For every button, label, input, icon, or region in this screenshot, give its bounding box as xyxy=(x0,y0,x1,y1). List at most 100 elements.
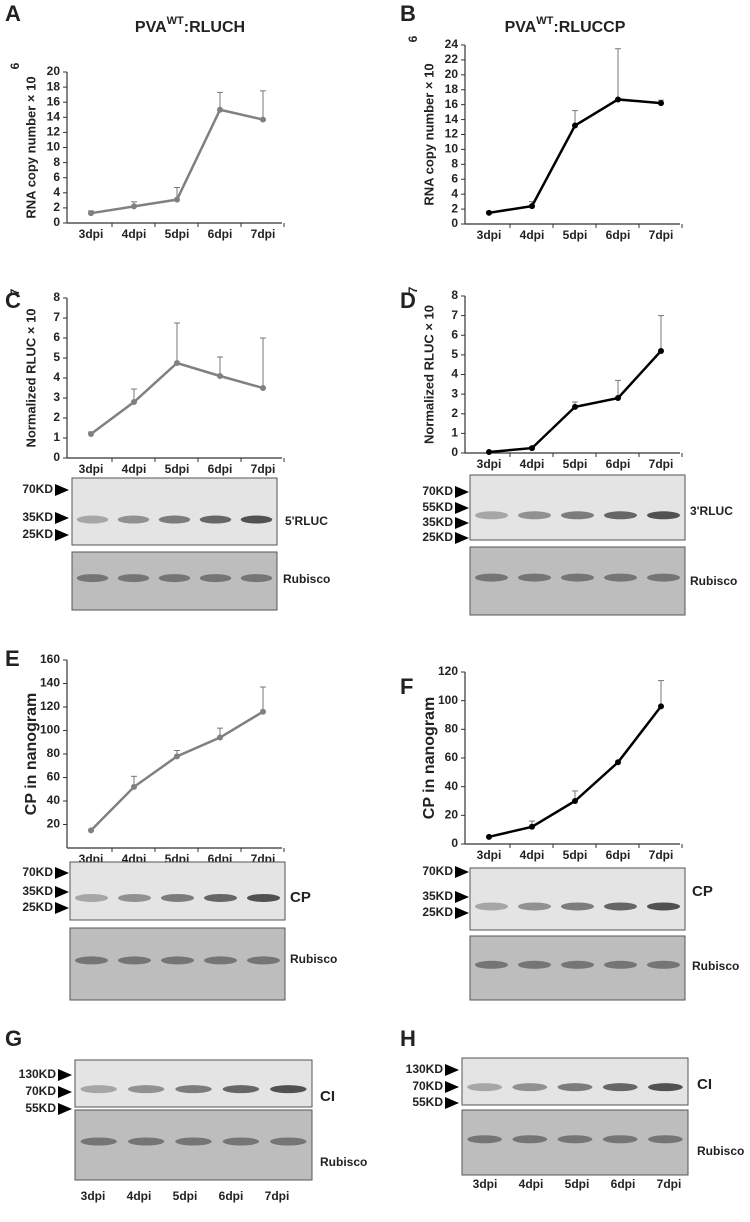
lane-label: 3dpi xyxy=(81,1189,106,1203)
loading-band xyxy=(160,956,195,965)
y-tick-label: 80 xyxy=(445,722,459,736)
panel-letter: A xyxy=(5,1,21,26)
y-tick-label: 22 xyxy=(445,52,459,66)
y-tick-label: 2 xyxy=(53,200,60,214)
y-axis-label: CP in nanogram xyxy=(421,697,438,819)
y-tick-label: 24 xyxy=(445,37,459,51)
loading-label: Rubisco xyxy=(697,1144,744,1158)
loading-band xyxy=(603,960,638,969)
y-tick-label: 100 xyxy=(438,693,458,707)
lane-label: 6dpi xyxy=(219,1189,244,1203)
data-point xyxy=(658,100,664,107)
band xyxy=(160,893,195,902)
data-point xyxy=(217,373,223,379)
loading-band xyxy=(603,573,638,582)
title-suffix: :RLUCH xyxy=(184,19,245,36)
data-point xyxy=(529,203,535,210)
data-point xyxy=(217,734,223,741)
loading-band xyxy=(246,956,281,965)
band xyxy=(517,902,552,911)
data-point xyxy=(572,798,578,804)
blot xyxy=(69,861,286,921)
band xyxy=(603,511,638,520)
marker-label: 25KD xyxy=(22,900,53,914)
loading-band xyxy=(474,573,509,582)
y-tick-label: 20 xyxy=(445,67,459,81)
x-tick-label: 7dpi xyxy=(251,227,276,241)
y-tick-label: 6 xyxy=(53,170,60,184)
data-point xyxy=(260,708,266,715)
blot xyxy=(469,867,686,931)
lane-label: 4dpi xyxy=(127,1189,152,1203)
marker-arrow xyxy=(55,484,69,496)
data-point xyxy=(658,703,664,710)
loading-band xyxy=(80,1137,117,1146)
loading-band xyxy=(127,1137,165,1146)
band xyxy=(246,893,281,902)
band xyxy=(199,515,232,524)
loading-band xyxy=(240,574,273,583)
x-tick-label: 6dpi xyxy=(208,227,233,241)
marker-arrow xyxy=(455,517,469,529)
blot-label: CI xyxy=(320,1088,335,1105)
marker-arrow xyxy=(455,486,469,498)
band xyxy=(76,515,109,524)
blot xyxy=(461,1057,689,1106)
loading-label: Rubisco xyxy=(692,959,739,973)
data-point xyxy=(131,783,137,790)
band xyxy=(175,1085,212,1094)
y-tick-label: 4 xyxy=(53,370,60,384)
marker-arrow xyxy=(55,902,69,914)
data-point xyxy=(131,203,137,210)
band xyxy=(474,511,509,520)
loading-label: Rubisco xyxy=(283,572,330,586)
loading-label: Rubisco xyxy=(290,952,337,966)
y-tick-label: 12 xyxy=(445,127,459,141)
marker-arrow xyxy=(445,1081,459,1093)
loading-label: Rubisco xyxy=(320,1155,367,1169)
data-point xyxy=(529,823,535,830)
band xyxy=(127,1085,165,1094)
lane-label: 6dpi xyxy=(611,1177,636,1191)
lane-label: 3dpi xyxy=(473,1177,498,1191)
y-tick-label: 16 xyxy=(47,94,61,108)
y-tick-label: 18 xyxy=(445,82,459,96)
loading-band xyxy=(270,1137,307,1146)
marker-label: 55KD xyxy=(412,1095,443,1109)
lane-label: 7dpi xyxy=(265,1189,290,1203)
y-tick-label: 0 xyxy=(451,836,458,850)
x-tick-label: 6dpi xyxy=(606,457,631,471)
marker-label: 35KD xyxy=(22,510,53,524)
marker-label: 70KD xyxy=(25,1084,56,1098)
lane-label: 7dpi xyxy=(657,1177,682,1191)
data-line xyxy=(90,361,264,436)
x-tick-label: 5dpi xyxy=(165,227,190,241)
band xyxy=(603,902,638,911)
title-superscript: WT xyxy=(536,15,553,27)
y-axis-exponent: 7 xyxy=(8,288,22,295)
x-tick-label: 4dpi xyxy=(520,228,545,242)
y-tick-label: 1 xyxy=(53,430,60,444)
y-tick-label: 8 xyxy=(53,155,60,169)
x-tick-label: 3dpi xyxy=(477,457,502,471)
y-axis-exponent: 6 xyxy=(8,62,22,69)
y-tick-label: 4 xyxy=(451,186,458,200)
marker-arrow xyxy=(55,512,69,524)
y-tick-label: 140 xyxy=(40,676,60,690)
data-point xyxy=(615,395,621,402)
marker-arrow xyxy=(55,867,69,879)
y-tick-label: 5 xyxy=(451,347,458,361)
x-tick-label: 7dpi xyxy=(649,457,674,471)
marker-label: 70KD xyxy=(422,484,453,498)
y-tick-label: 14 xyxy=(47,109,61,123)
marker-label: 70KD xyxy=(422,864,453,878)
y-tick-label: 8 xyxy=(451,157,458,171)
marker-arrow xyxy=(55,529,69,541)
marker-label: 25KD xyxy=(422,905,453,919)
y-tick-label: 160 xyxy=(40,652,60,666)
loading-band xyxy=(517,960,552,969)
band xyxy=(646,511,681,520)
loading-band xyxy=(646,960,681,969)
y-tick-label: 60 xyxy=(445,750,459,764)
